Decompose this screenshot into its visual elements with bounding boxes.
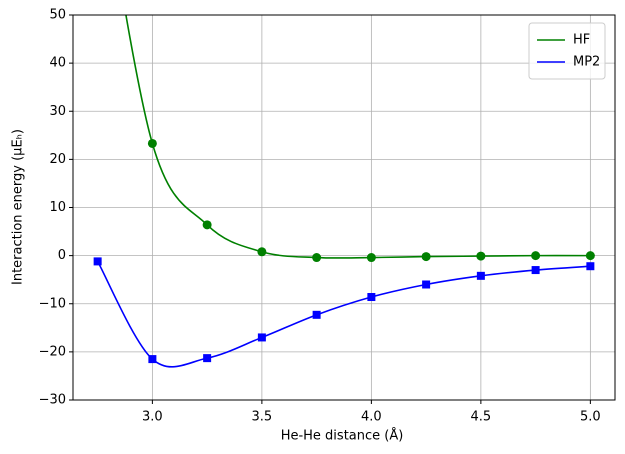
marker <box>476 271 485 280</box>
marker <box>312 310 321 319</box>
marker <box>531 266 540 275</box>
x-tick-label: 3.0 <box>142 410 163 425</box>
x-tick-label: 4.5 <box>471 410 492 425</box>
y-tick-label: −30 <box>39 393 66 408</box>
marker <box>312 253 322 263</box>
series-line <box>96 261 591 368</box>
marker <box>257 247 267 257</box>
plot-frame <box>72 14 616 401</box>
y-tick-label: 50 <box>49 8 66 23</box>
legend-box <box>528 22 606 80</box>
series-line <box>125 15 591 259</box>
marker <box>203 354 212 363</box>
marker <box>202 220 212 230</box>
x-tick-label: 5.0 <box>580 410 601 425</box>
marker <box>586 262 595 271</box>
legend-label: MP2 <box>573 55 600 70</box>
x-axis-label: He-He distance (Å) <box>281 428 404 444</box>
marker <box>476 251 486 261</box>
y-tick-label: 0 <box>58 248 66 263</box>
marker <box>147 138 157 148</box>
x-tick-label: 3.5 <box>252 410 273 425</box>
y-tick-label: 30 <box>49 104 66 119</box>
marker <box>422 280 431 289</box>
marker <box>366 253 376 263</box>
y-tick-label: −20 <box>39 344 66 359</box>
marker <box>93 257 102 266</box>
y-tick-label: 40 <box>49 56 66 71</box>
x-tick-label: 4.0 <box>361 410 382 425</box>
marker <box>421 252 431 262</box>
plot-area <box>93 15 595 368</box>
y-tick-label: 20 <box>49 152 66 167</box>
marker <box>531 251 541 261</box>
y-axis-label: Interaction energy (μEₕ) <box>11 129 26 285</box>
y-tick-label: −10 <box>39 296 66 311</box>
y-tick-label: 10 <box>49 200 66 215</box>
marker <box>257 333 266 342</box>
marker <box>148 355 157 364</box>
marker <box>585 251 595 261</box>
legend-label: HF <box>573 33 590 48</box>
marker <box>367 293 376 302</box>
